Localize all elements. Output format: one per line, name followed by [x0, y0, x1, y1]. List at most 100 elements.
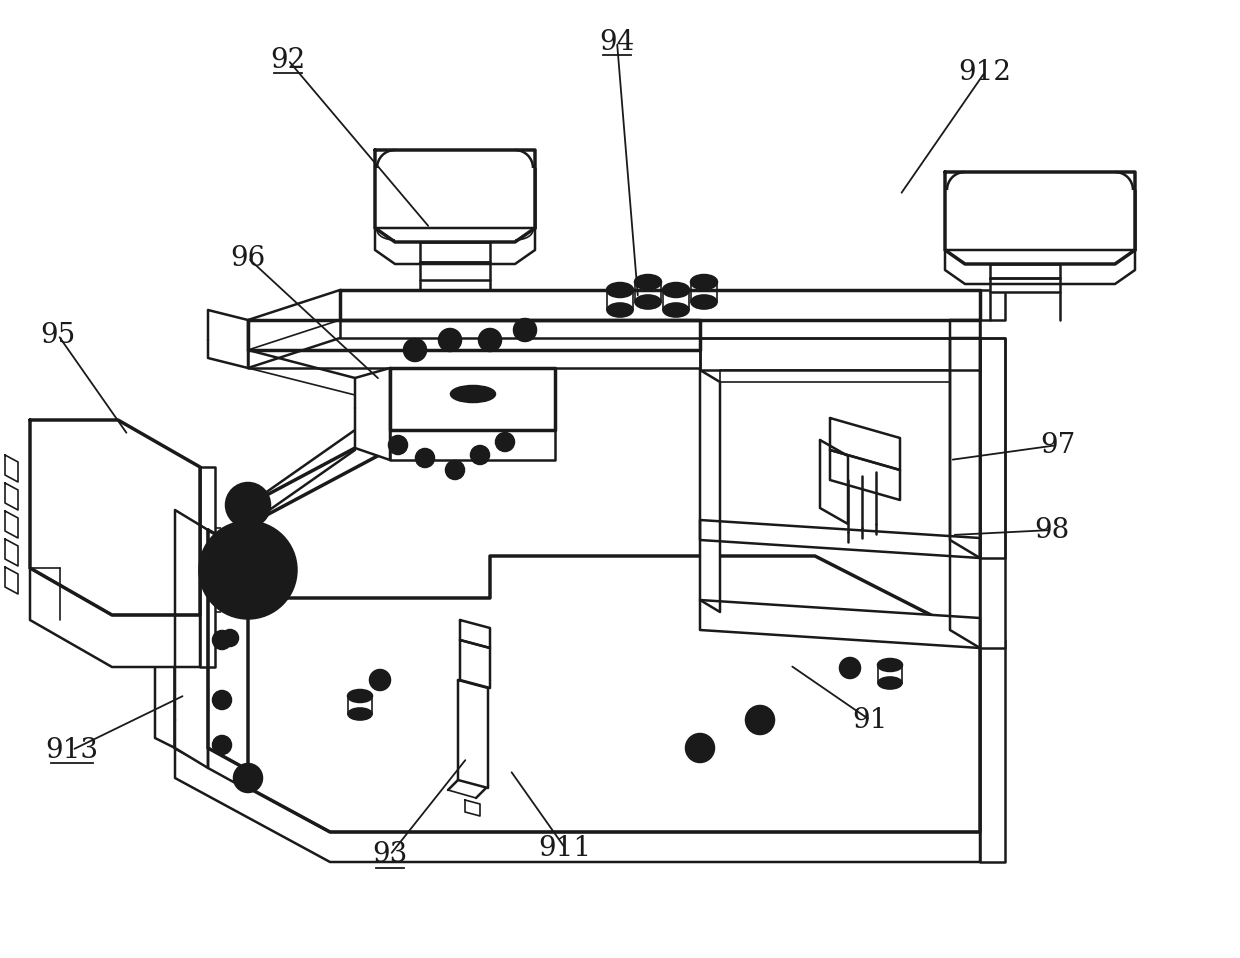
- Circle shape: [222, 550, 238, 566]
- Polygon shape: [820, 440, 848, 524]
- Circle shape: [484, 334, 496, 346]
- Circle shape: [374, 675, 384, 685]
- Ellipse shape: [878, 659, 901, 671]
- Ellipse shape: [348, 690, 372, 702]
- Ellipse shape: [608, 303, 632, 317]
- Circle shape: [500, 437, 510, 447]
- Circle shape: [446, 461, 464, 479]
- Circle shape: [234, 764, 262, 792]
- Ellipse shape: [697, 278, 711, 286]
- Polygon shape: [830, 450, 900, 500]
- Polygon shape: [990, 264, 1060, 278]
- Ellipse shape: [663, 303, 689, 317]
- Circle shape: [222, 630, 238, 646]
- Polygon shape: [175, 748, 980, 862]
- Circle shape: [756, 717, 763, 723]
- Ellipse shape: [878, 677, 901, 689]
- Polygon shape: [340, 290, 980, 320]
- Circle shape: [746, 706, 774, 734]
- Ellipse shape: [608, 283, 632, 297]
- Polygon shape: [420, 242, 490, 262]
- Text: 93: 93: [372, 841, 408, 869]
- Polygon shape: [701, 370, 720, 612]
- Circle shape: [234, 491, 262, 519]
- Ellipse shape: [641, 278, 655, 286]
- Circle shape: [515, 319, 536, 341]
- Circle shape: [479, 329, 501, 351]
- Circle shape: [226, 554, 234, 562]
- Text: 98: 98: [1034, 516, 1070, 543]
- Polygon shape: [980, 640, 1004, 862]
- Circle shape: [489, 338, 492, 342]
- Circle shape: [393, 440, 403, 450]
- Circle shape: [444, 334, 456, 346]
- Ellipse shape: [348, 708, 372, 720]
- Polygon shape: [200, 467, 215, 667]
- Circle shape: [389, 436, 407, 454]
- Polygon shape: [374, 228, 534, 264]
- Polygon shape: [30, 420, 200, 615]
- Ellipse shape: [635, 275, 661, 289]
- Polygon shape: [980, 290, 1004, 320]
- Polygon shape: [175, 510, 208, 768]
- Text: 92: 92: [270, 47, 305, 74]
- Polygon shape: [374, 150, 534, 242]
- Circle shape: [420, 453, 430, 463]
- Polygon shape: [420, 262, 490, 280]
- Circle shape: [415, 449, 434, 467]
- Circle shape: [213, 571, 231, 589]
- Text: 94: 94: [599, 29, 635, 56]
- Polygon shape: [391, 368, 556, 430]
- Circle shape: [217, 695, 227, 705]
- Circle shape: [839, 658, 861, 678]
- Text: 911: 911: [538, 834, 591, 861]
- Polygon shape: [990, 278, 1060, 292]
- Polygon shape: [248, 320, 701, 350]
- Polygon shape: [465, 800, 480, 816]
- Polygon shape: [175, 556, 980, 832]
- Ellipse shape: [663, 283, 689, 297]
- Circle shape: [409, 344, 422, 356]
- Circle shape: [213, 736, 231, 754]
- Circle shape: [475, 450, 485, 460]
- Circle shape: [243, 500, 253, 510]
- Polygon shape: [30, 568, 200, 667]
- Ellipse shape: [884, 662, 897, 668]
- Text: 91: 91: [852, 706, 888, 734]
- Circle shape: [213, 631, 231, 649]
- Circle shape: [413, 348, 417, 352]
- Polygon shape: [720, 370, 950, 382]
- Circle shape: [241, 770, 255, 786]
- Ellipse shape: [670, 286, 683, 294]
- Polygon shape: [5, 567, 19, 594]
- Polygon shape: [458, 680, 489, 788]
- Circle shape: [246, 775, 250, 781]
- Polygon shape: [945, 172, 1135, 264]
- Polygon shape: [208, 748, 248, 790]
- Polygon shape: [340, 320, 980, 338]
- Ellipse shape: [691, 275, 717, 289]
- Ellipse shape: [691, 295, 717, 309]
- Circle shape: [471, 446, 489, 464]
- Polygon shape: [701, 338, 980, 370]
- Polygon shape: [208, 310, 248, 368]
- Circle shape: [692, 740, 708, 756]
- Polygon shape: [701, 520, 980, 558]
- Circle shape: [236, 558, 260, 582]
- Circle shape: [226, 634, 234, 642]
- Polygon shape: [980, 338, 1004, 558]
- Text: 95: 95: [41, 322, 76, 349]
- Circle shape: [450, 465, 460, 475]
- Polygon shape: [830, 418, 900, 470]
- Circle shape: [844, 663, 856, 673]
- Circle shape: [217, 740, 227, 750]
- Circle shape: [215, 537, 281, 603]
- Ellipse shape: [353, 693, 366, 699]
- Polygon shape: [950, 338, 980, 648]
- Circle shape: [213, 691, 231, 709]
- Circle shape: [439, 329, 461, 351]
- Circle shape: [217, 635, 227, 645]
- Circle shape: [448, 338, 453, 342]
- Circle shape: [200, 522, 296, 618]
- Circle shape: [217, 575, 227, 585]
